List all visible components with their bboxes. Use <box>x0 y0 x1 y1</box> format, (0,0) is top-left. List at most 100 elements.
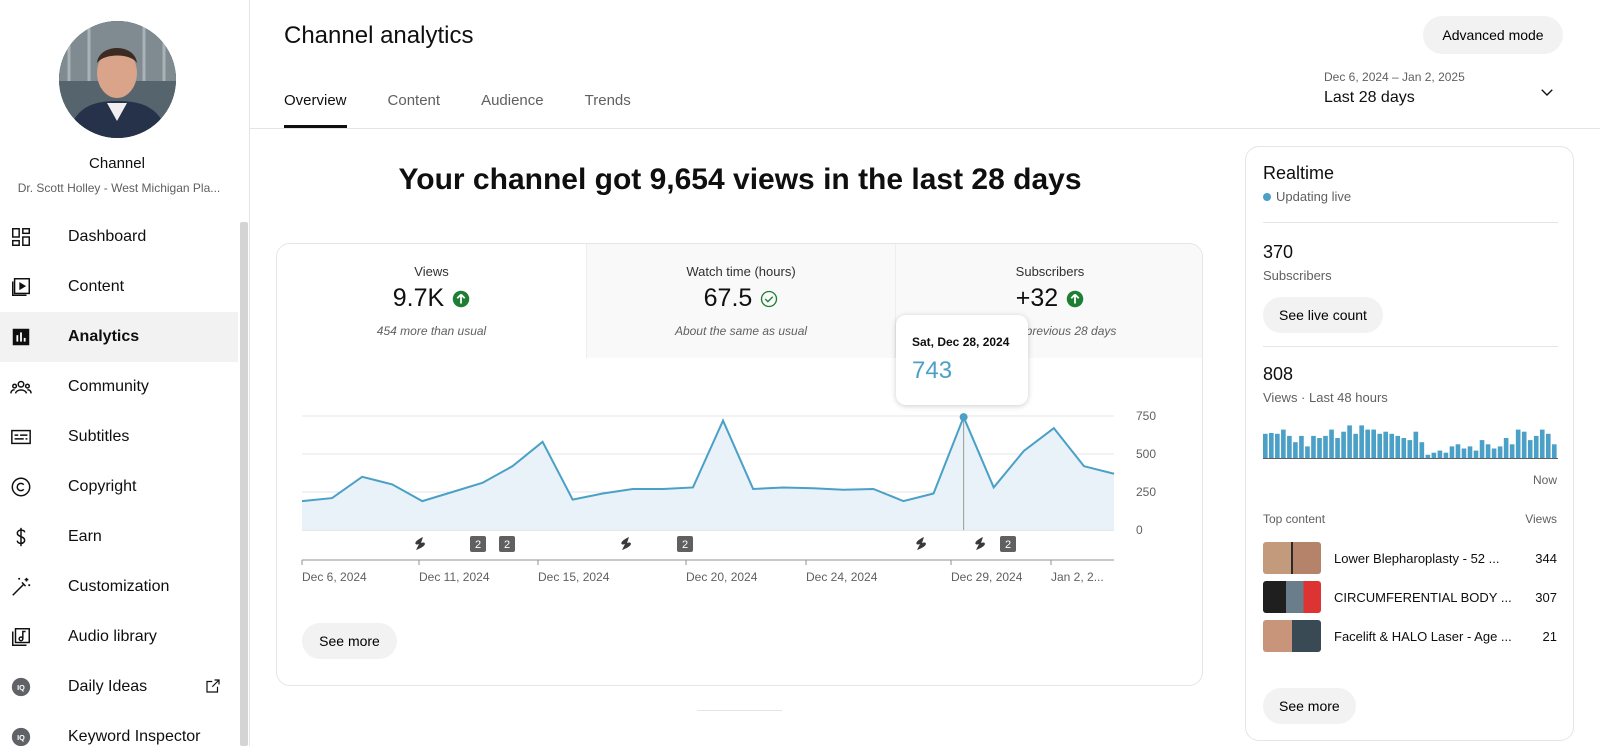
sidebar-scrollbar[interactable] <box>240 222 248 746</box>
y-tick-label: 750 <box>1136 409 1156 423</box>
sidebar-item-daily-ideas[interactable]: IQ Daily Ideas <box>0 662 238 712</box>
views-chart[interactable]: 750 500 250 0 2 2 2 2 Dec 6, 2024 Dec 11, 2024 Dec… <box>276 360 1176 600</box>
realtime-views-label: Views · Last 48 hours <box>1263 390 1388 405</box>
realtime-bar <box>1275 433 1280 459</box>
top-content-row[interactable]: CIRCUMFERENTIAL BODY ... 307 <box>1263 580 1557 614</box>
realtime-views-bars[interactable] <box>1263 415 1558 459</box>
realtime-bar <box>1359 425 1364 459</box>
sidebar-item-audio-library[interactable]: Audio library <box>0 612 238 662</box>
sidebar-item-content[interactable]: Content <box>0 262 238 312</box>
realtime-bar <box>1281 429 1286 459</box>
sidebar-item-label: Audio library <box>68 628 157 645</box>
realtime-bar <box>1425 454 1431 459</box>
marker-count: 2 <box>504 539 510 551</box>
video-title[interactable]: Facelift & HALO Laser - Age ... <box>1334 628 1512 644</box>
realtime-bar <box>1443 452 1449 459</box>
y-tick-label: 250 <box>1136 485 1156 499</box>
realtime-bar <box>1491 448 1497 459</box>
magic-wand-icon <box>10 576 32 598</box>
video-thumbnail[interactable] <box>1263 542 1321 574</box>
series-line <box>301 414 1115 503</box>
iq-icon: IQ <box>10 676 32 698</box>
sidebar-item-earn[interactable]: Earn <box>0 512 238 562</box>
metric-title: Subscribers <box>1015 264 1085 279</box>
sidebar-item-community[interactable]: Community <box>0 362 238 412</box>
see-more-top-content-button[interactable]: See more <box>1263 688 1356 724</box>
top-content-row[interactable]: Lower Blepharoplasty - 52 ... 344 <box>1263 541 1557 575</box>
sidebar-item-label: Community <box>68 378 149 395</box>
x-tick-label: Dec 20, 2024 <box>686 570 758 584</box>
tab-trends[interactable]: Trends <box>584 92 631 109</box>
divider <box>1263 222 1558 223</box>
check-circle-icon <box>761 290 778 307</box>
tab-content[interactable]: Content <box>387 92 441 109</box>
realtime-bar <box>1377 433 1383 459</box>
sidebar-item-label: Copyright <box>68 478 137 495</box>
x-tick-label: Dec 11, 2024 <box>419 570 490 584</box>
realtime-bar <box>1371 429 1376 459</box>
tab-overview[interactable]: Overview <box>284 92 347 128</box>
metric-tab-views[interactable]: Views 9.7K 454 more than usual <box>277 244 586 358</box>
video-thumbnail[interactable] <box>1263 620 1321 652</box>
sidebar-item-label: Subtitles <box>68 428 130 445</box>
advanced-mode-button[interactable]: Advanced mode <box>1423 16 1563 54</box>
video-thumbnail[interactable] <box>1263 581 1321 613</box>
divider <box>1263 346 1558 347</box>
channel-avatar[interactable] <box>59 21 176 138</box>
top-content-row[interactable]: Facelift & HALO Laser - Age ... 21 <box>1263 619 1557 653</box>
sidebar-item-analytics[interactable]: Analytics <box>0 312 238 362</box>
chart-tooltip: Sat, Dec 28, 2024 743 <box>896 315 1028 405</box>
x-tick-label: Jan 2, 2... <box>1051 570 1104 584</box>
iq-icon: IQ <box>10 726 32 746</box>
realtime-bar <box>1449 446 1455 459</box>
realtime-bar <box>1317 438 1322 459</box>
sidebar-item-label: Keyword Inspector <box>68 728 201 745</box>
metric-value: 67.5 <box>587 284 895 313</box>
sidebar-item-keyword-inspector[interactable]: IQ Keyword Inspector <box>0 712 238 746</box>
realtime-bar <box>1305 446 1310 459</box>
metric-tab-watch-time[interactable]: Watch time (hours) 67.5 About the same a… <box>586 244 895 358</box>
tab-audience[interactable]: Audience <box>481 92 544 109</box>
area-fill <box>302 417 1114 530</box>
analytics-icon <box>10 326 32 348</box>
up-arrow-icon <box>452 290 470 307</box>
realtime-bar <box>1323 435 1328 459</box>
realtime-bar <box>1401 438 1407 459</box>
tab-bar: Overview Content Audience Trends <box>284 92 672 128</box>
see-live-count-button[interactable]: See live count <box>1263 297 1383 333</box>
sidebar: Channel Dr. Scott Holley - West Michigan… <box>0 0 250 746</box>
up-arrow-icon <box>1066 290 1084 307</box>
date-range-text[interactable]: Dec 6, 2024 – Jan 2, 2025 <box>1324 70 1465 84</box>
tooltip-date: Sat, Dec 28, 2024 <box>912 335 1010 349</box>
metric-value-text: 9.7K <box>392 284 445 312</box>
sidebar-nav: Dashboard Content Analytics Community Su… <box>0 212 238 746</box>
svg-text:IQ: IQ <box>17 683 25 692</box>
see-more-button[interactable]: See more <box>302 623 397 659</box>
realtime-card: Realtime Updating live 370 Subscribers S… <box>1245 146 1574 741</box>
x-tick-label: Dec 29, 2024 <box>951 570 1023 584</box>
realtime-bar <box>1455 444 1461 459</box>
metric-value: 9.7K <box>277 284 586 313</box>
realtime-bar <box>1509 444 1515 459</box>
external-link-icon[interactable] <box>204 677 222 695</box>
chevron-down-icon[interactable] <box>1538 83 1556 101</box>
dashboard-icon <box>10 226 32 248</box>
realtime-bar <box>1347 425 1352 459</box>
realtime-bar <box>1389 433 1395 459</box>
date-range-label[interactable]: Last 28 days <box>1324 89 1415 106</box>
realtime-bar <box>1299 435 1304 459</box>
realtime-bar <box>1503 438 1509 459</box>
sidebar-item-dashboard[interactable]: Dashboard <box>0 212 238 262</box>
x-tick-label: Dec 15, 2024 <box>538 570 610 584</box>
video-title[interactable]: CIRCUMFERENTIAL BODY ... <box>1334 589 1512 605</box>
metric-subtext: 454 more than usual <box>376 324 487 338</box>
sidebar-item-copyright[interactable]: Copyright <box>0 462 238 512</box>
divider <box>697 710 782 711</box>
metric-subtext: About the same as usual <box>674 324 808 338</box>
marker-count: 2 <box>1005 539 1011 551</box>
realtime-bar <box>1263 433 1268 459</box>
sidebar-item-customization[interactable]: Customization <box>0 562 238 612</box>
realtime-bar <box>1353 433 1358 459</box>
sidebar-item-subtitles[interactable]: Subtitles <box>0 412 238 462</box>
video-title[interactable]: Lower Blepharoplasty - 52 ... <box>1334 550 1500 566</box>
